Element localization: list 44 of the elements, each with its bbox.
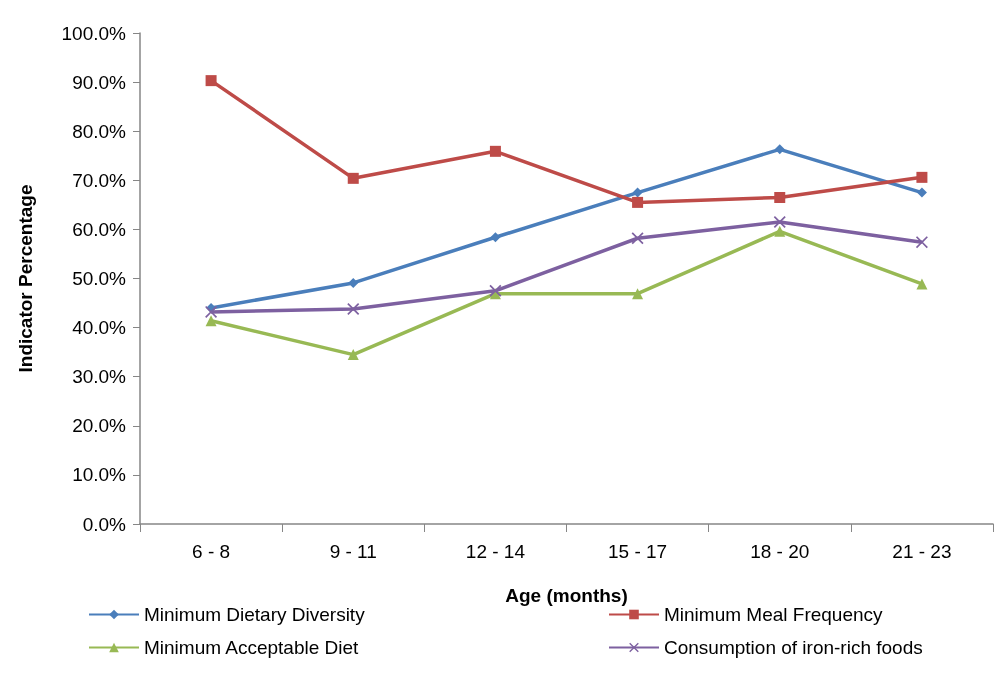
y-tick-label: 0.0% bbox=[82, 513, 127, 535]
y-tick-label: 90.0% bbox=[72, 71, 127, 93]
y-tick-label: 70.0% bbox=[72, 169, 127, 191]
legend-label: Minimum Dietary Diversity bbox=[144, 604, 366, 625]
point bbox=[632, 288, 644, 300]
legend-label: Minimum Acceptable Diet bbox=[144, 637, 360, 658]
y-tick-label: 100.0% bbox=[61, 22, 127, 44]
point bbox=[916, 278, 928, 290]
point bbox=[774, 225, 786, 237]
legend-label: Minimum Meal Frequency bbox=[664, 604, 884, 625]
point bbox=[490, 232, 501, 243]
point bbox=[915, 236, 928, 249]
x-tick-label: 6 - 8 bbox=[192, 541, 231, 562]
x-tick-label: 9 - 11 bbox=[329, 541, 377, 562]
x-axis-title: Age (months) bbox=[505, 585, 628, 606]
x-tick-label: 12 - 14 bbox=[465, 541, 526, 562]
point bbox=[489, 284, 502, 297]
point bbox=[632, 196, 644, 208]
x-tick-label: 15 - 17 bbox=[608, 541, 668, 562]
y-tick-label: 40.0% bbox=[72, 317, 127, 339]
point bbox=[632, 187, 643, 198]
point bbox=[774, 144, 785, 155]
x-tick-label: 18 - 20 bbox=[750, 541, 810, 562]
y-tick-label: 80.0% bbox=[72, 120, 127, 142]
point bbox=[631, 232, 644, 245]
point bbox=[348, 277, 359, 288]
y-tick-label: 30.0% bbox=[72, 366, 127, 388]
y-axis-title: Indicator Percentage bbox=[15, 184, 36, 373]
y-tick-label: 20.0% bbox=[72, 415, 127, 437]
y-tick-label: 50.0% bbox=[72, 268, 127, 289]
y-tick-label: 10.0% bbox=[72, 464, 127, 486]
point bbox=[205, 305, 218, 318]
legend-label: Consumption of iron-rich foods bbox=[664, 637, 923, 658]
point bbox=[347, 349, 359, 361]
y-tick-label: 60.0% bbox=[72, 218, 127, 240]
point bbox=[489, 145, 501, 157]
point bbox=[205, 75, 217, 87]
point bbox=[916, 171, 928, 183]
point bbox=[347, 302, 360, 315]
x-tick-label: 21 - 23 bbox=[892, 541, 952, 562]
point bbox=[774, 191, 786, 203]
point bbox=[347, 172, 359, 184]
point bbox=[916, 187, 927, 198]
point bbox=[205, 315, 217, 327]
